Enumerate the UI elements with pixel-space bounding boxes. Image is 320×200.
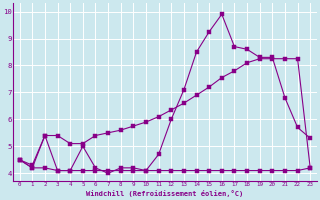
X-axis label: Windchill (Refroidissement éolien,°C): Windchill (Refroidissement éolien,°C)	[86, 190, 244, 197]
